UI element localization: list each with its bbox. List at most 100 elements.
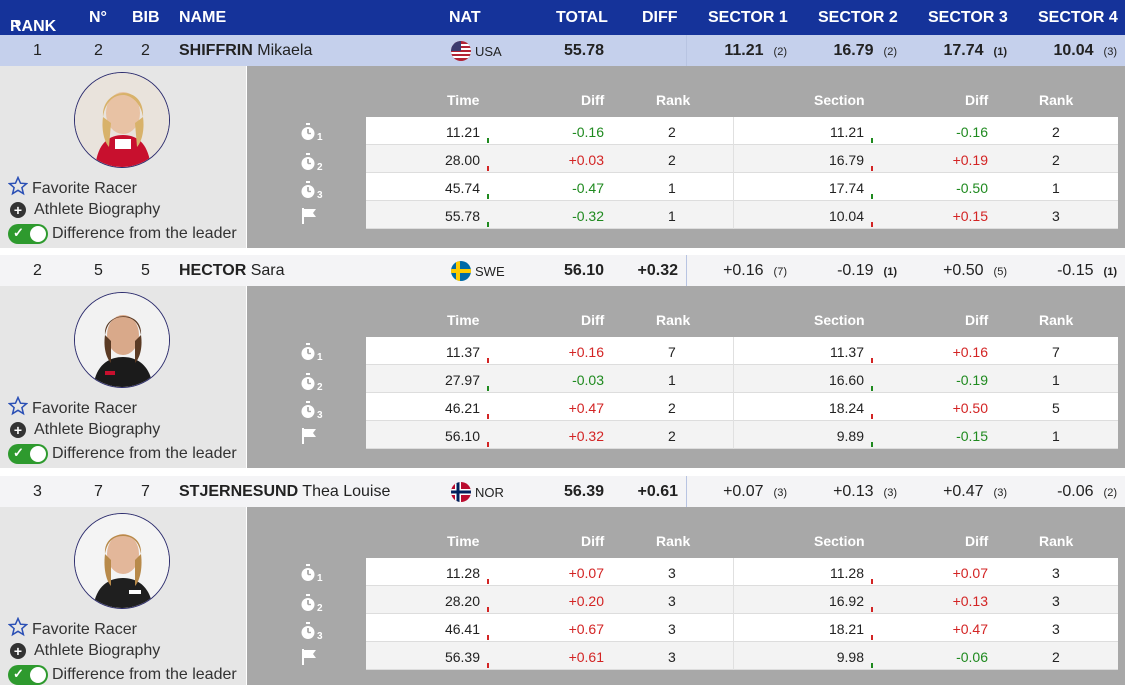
racer-last-name: SHIFFRIN (179, 42, 253, 59)
sector-value: -0.06 (1057, 483, 1094, 500)
sector-value: +0.47 (943, 483, 984, 500)
col-section-header: Section (814, 92, 865, 108)
split-rank: 2 (668, 124, 676, 140)
favorite-racer-link[interactable]: Favorite Racer (7, 175, 137, 201)
diff-indicator (487, 222, 489, 227)
difference-toggle[interactable]: ✓ (8, 444, 48, 464)
difference-toggle-row: ✓ Difference from the leader (8, 224, 237, 244)
racer-detail-panel: Favorite Racer + Athlete Biography ✓ Differe… (0, 286, 1125, 468)
col-section-rank-header: Rank (1039, 92, 1074, 108)
col-diff-header: Diff (581, 533, 605, 549)
section-diff-indicator (871, 414, 873, 419)
racer-total: 56.39 (563, 483, 604, 500)
favorite-racer-link[interactable]: Favorite Racer (7, 395, 137, 421)
split-diff: +0.03 (568, 152, 604, 168)
section-rank: 3 (1052, 565, 1060, 581)
section-diff-indicator (871, 166, 873, 171)
favorite-racer-link[interactable]: Favorite Racer (7, 616, 137, 642)
split-time: 28.20 (444, 593, 480, 609)
racer-detail-panel: Favorite Racer + Athlete Biography ✓ Differe… (0, 507, 1125, 685)
split-row: 28.00 +0.03 2 16.79 +0.19 2 (366, 145, 1118, 173)
athlete-card: Favorite Racer + Athlete Biography ✓ Differe… (0, 507, 246, 685)
split-time: 46.21 (444, 400, 480, 416)
split-row: 45.74 -0.47 1 17.74 -0.50 1 (366, 173, 1118, 201)
split-diff: -0.32 (572, 208, 604, 224)
athlete-biography-link[interactable]: + Athlete Biography (8, 201, 160, 219)
row-divider (686, 35, 687, 66)
plus-icon: + (10, 643, 26, 659)
athlete-biography-link[interactable]: + Athlete Biography (8, 421, 160, 439)
diff-indicator (487, 414, 489, 419)
split-rank: 1 (668, 372, 676, 388)
difference-toggle[interactable]: ✓ (8, 665, 48, 685)
split-row: 27.97 -0.03 1 16.60 -0.19 1 (366, 365, 1118, 393)
difference-label: Difference from the leader (52, 225, 237, 242)
plus-icon: + (10, 422, 26, 438)
split-times-panel: Time Diff Rank Section Diff Rank 1 2 3 11.37 +0.16… (247, 286, 1125, 468)
section-rank: 2 (1052, 124, 1060, 140)
racer-first-name: Mikaela (257, 42, 313, 59)
split-diff: +0.61 (568, 649, 604, 665)
section-time: 18.21 (828, 621, 864, 637)
diff-indicator (487, 166, 489, 171)
split-rank: 2 (668, 428, 676, 444)
diff-indicator (487, 442, 489, 447)
header-name: NAME (179, 9, 227, 26)
racer-detail-panel: Favorite Racer + Athlete Biography ✓ Differe… (0, 66, 1125, 248)
racer-row[interactable]: 2 5 5 HECTOR Sara SWE 56.10 +0.32 +0.16 (7) -0.19… (0, 255, 1125, 286)
sector-2-cell: +0.13 (3) (833, 483, 897, 501)
section-diff-indicator (871, 358, 873, 363)
diff-indicator (487, 607, 489, 612)
section-time: 16.92 (828, 593, 864, 609)
athlete-biography-link[interactable]: + Athlete Biography (8, 642, 160, 660)
split-diff: -0.47 (572, 180, 604, 196)
col-rank-header: Rank (656, 533, 691, 549)
sector-rank: (1) (1103, 266, 1117, 278)
split-row: 46.21 +0.47 2 18.24 +0.50 5 (366, 393, 1118, 421)
split-divider (733, 337, 734, 365)
diff-indicator (487, 635, 489, 640)
split-time: 28.00 (444, 152, 480, 168)
section-rank: 1 (1052, 372, 1060, 388)
col-rank-header: Rank (656, 312, 691, 328)
racer-name[interactable]: SHIFFRIN Mikaela (179, 42, 312, 60)
row-divider (686, 476, 687, 507)
split-times-panel: Time Diff Rank Section Diff Rank 1 2 3 11.28 +0.07… (247, 507, 1125, 685)
sector-3-cell: +0.50 (5) (943, 262, 1007, 280)
stopwatch-icon: 1 (300, 564, 323, 586)
sector-2-cell: -0.19 (1) (837, 262, 897, 280)
section-diff: +0.47 (952, 621, 988, 637)
sector-value: +0.50 (943, 262, 984, 279)
split-diff: -0.16 (572, 124, 604, 140)
split-row: 11.21 -0.16 2 11.21 -0.16 2 (366, 117, 1118, 145)
favorite-label: Favorite Racer (32, 399, 137, 417)
sector-1-cell: +0.07 (3) (723, 483, 787, 501)
difference-toggle[interactable]: ✓ (8, 224, 48, 244)
split-row: 56.39 +0.61 3 9.98 -0.06 2 (366, 642, 1118, 670)
racer-row[interactable]: 3 7 7 STJERNESUND Thea Louise NOR 56.39 +0.61 +… (0, 476, 1125, 507)
sector-value: 10.04 (1053, 42, 1094, 59)
racer-last-name: HECTOR (179, 262, 247, 279)
sector-rank: (3) (1103, 46, 1117, 58)
diff-indicator (487, 138, 489, 143)
split-divider (733, 642, 734, 670)
racer-number: 5 (94, 262, 103, 279)
results-header: RANK ▼ N° BIB NAME NAT TOTAL DIFF SECTOR … (0, 0, 1125, 35)
racer-name[interactable]: STJERNESUND Thea Louise (179, 483, 390, 501)
split-number: 2 (317, 382, 323, 393)
section-diff-indicator (871, 222, 873, 227)
split-divider (733, 558, 734, 586)
split-divider (733, 145, 734, 173)
header-number: N° (89, 9, 107, 26)
diff-indicator (487, 386, 489, 391)
athlete-card: Favorite Racer + Athlete Biography ✓ Differe… (0, 66, 246, 248)
stopwatch-icon: 2 (300, 594, 323, 616)
racer-nat: SWE (475, 264, 505, 279)
stopwatch-icon: 3 (300, 181, 323, 203)
section-rank: 2 (1052, 649, 1060, 665)
racer-name[interactable]: HECTOR Sara (179, 262, 285, 280)
section-rank: 3 (1052, 593, 1060, 609)
racer-row[interactable]: 1 2 2 SHIFFRIN Mikaela USA 55.78 11.21 (2) 16.79… (0, 35, 1125, 66)
difference-toggle-row: ✓ Difference from the leader (8, 665, 237, 685)
section-time: 18.24 (828, 400, 864, 416)
